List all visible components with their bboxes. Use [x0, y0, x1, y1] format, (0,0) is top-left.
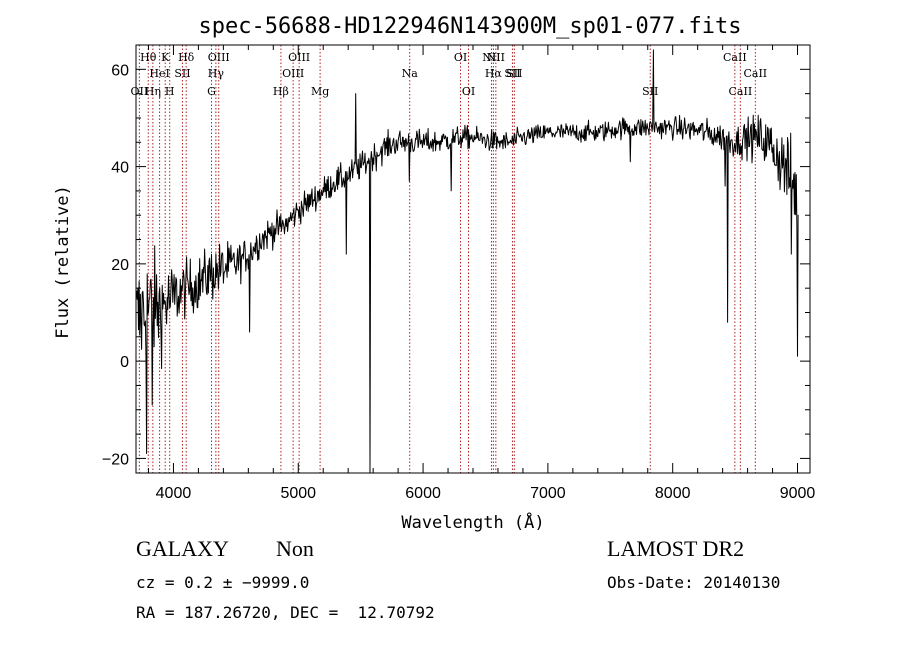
- line-label-25: CaII: [729, 85, 753, 98]
- y-tick-label-1: 0: [120, 354, 129, 371]
- line-label-22: SII: [506, 67, 522, 80]
- x-axis-label: Wavelength (Å): [401, 511, 544, 533]
- axis-ticks: 4000 5000 6000 7000 8000 9000 −20 0 20 40 60: [102, 45, 816, 502]
- y-tick-label-3: 40: [111, 160, 129, 177]
- line-label-13: OIII: [288, 51, 310, 64]
- line-label-5: H: [165, 85, 175, 98]
- line-label-16: OI: [454, 51, 467, 64]
- line-label-10: OIII: [208, 51, 230, 64]
- object-subclass: Non: [276, 536, 314, 561]
- y-axis-label: Flux (relative): [53, 185, 73, 339]
- line-label-26: CaII: [743, 67, 767, 80]
- x-tick-label-0: 4000: [156, 485, 192, 502]
- line-label-0: OII: [131, 85, 149, 98]
- x-tick-label-2: 6000: [405, 485, 441, 502]
- line-label-6: SII: [174, 67, 190, 80]
- line-label-20: NII: [487, 51, 505, 64]
- line-label-19: Hα: [485, 67, 503, 80]
- y-tick-label-2: 20: [111, 257, 129, 274]
- line-label-18: NII: [482, 51, 500, 64]
- y-tick-label-0: −20: [102, 451, 129, 468]
- line-label-21: SII: [504, 67, 520, 80]
- x-tick-label-5: 9000: [780, 485, 816, 502]
- emission-line-labels: OII Hθ Hη HeI K H SII Hδ G Hγ OIII Hβ OIII OIII Mg Na OI…: [131, 51, 768, 98]
- line-label-7: Hδ: [178, 51, 195, 64]
- spectrum-trace: [136, 49, 799, 474]
- line-label-24: CaII: [723, 51, 747, 64]
- y-tick-label-4: 60: [111, 62, 129, 79]
- redshift-readout: cz = 0.2 ± −9999.0: [136, 573, 310, 592]
- line-label-1: Hθ: [140, 51, 157, 64]
- x-tick-label-4: 8000: [655, 485, 691, 502]
- observation-date: Obs-Date: 20140130: [607, 573, 781, 592]
- chart-title: spec-56688-HD122946N143900M_sp01-077.fit…: [198, 14, 741, 39]
- line-label-15: Na: [402, 67, 419, 80]
- line-label-17: OI: [462, 85, 475, 98]
- line-label-12: OIII: [282, 67, 304, 80]
- line-label-3: HeI: [149, 67, 169, 80]
- line-label-8: G: [207, 85, 216, 98]
- x-tick-label-3: 7000: [530, 485, 566, 502]
- line-label-14: Mg: [311, 85, 329, 98]
- line-label-9: Hγ: [208, 67, 225, 80]
- line-label-23: SII: [642, 85, 658, 98]
- line-label-11: Hβ: [273, 85, 289, 98]
- line-label-4: K: [161, 51, 170, 64]
- x-tick-label-1: 5000: [280, 485, 316, 502]
- coordinates-readout: RA = 187.26720, DEC = 12.70792: [136, 603, 435, 622]
- spectrum-trace-group: [136, 49, 799, 474]
- object-class: GALAXY: [136, 536, 229, 561]
- survey-name: LAMOST DR2: [607, 536, 745, 561]
- line-label-2: Hη: [145, 85, 161, 98]
